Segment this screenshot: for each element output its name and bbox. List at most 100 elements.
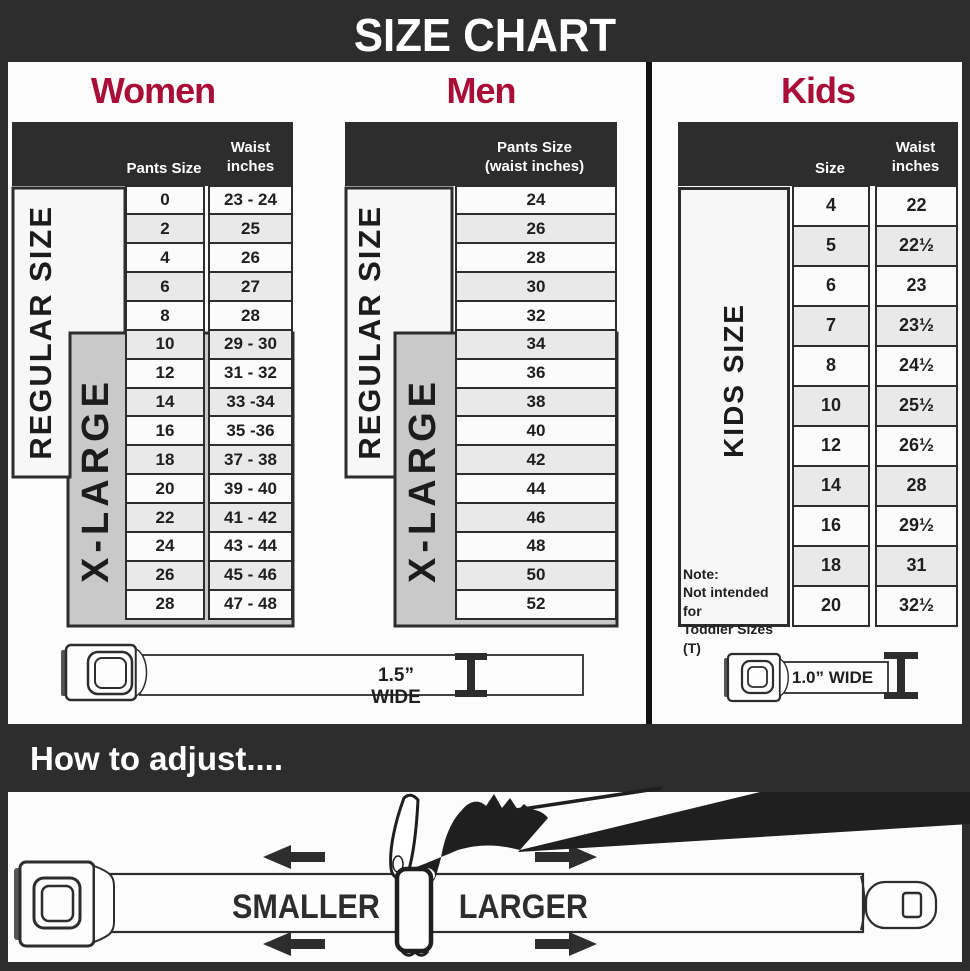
women-regular-label-wrap: REGULAR SIZE bbox=[12, 187, 70, 477]
women-waist-column: 23 - 24 25 26 27 28 29 - 30 31 - 32 33 -34 35 -3… bbox=[208, 184, 293, 620]
men-xlarge-label-wrap: X-LARGE bbox=[395, 333, 452, 626]
men-pants-size-column: 24 26 28 30 32 34 36 38 40 42 44 46 48 50 52 bbox=[455, 184, 617, 620]
women-waist-cell: 27 bbox=[208, 271, 293, 303]
men-pants-size-cell: 48 bbox=[455, 530, 617, 563]
women-waist-cell: 45 - 46 bbox=[208, 559, 293, 592]
women-waist-cell: 39 - 40 bbox=[208, 473, 293, 505]
kids-col2-header: Waist inches bbox=[891, 139, 940, 175]
width-gauge-icon bbox=[884, 652, 918, 699]
men-heading: Men bbox=[446, 70, 517, 111]
kids-belt-width-label: 1.0” WIDE bbox=[791, 668, 874, 687]
kids-table-header bbox=[678, 122, 958, 186]
belt-tab-icon bbox=[860, 875, 938, 931]
adult-belt-strap bbox=[139, 654, 584, 696]
kids-waist-cell: 28 bbox=[875, 464, 958, 507]
kids-waist-cell: 32½ bbox=[875, 584, 958, 627]
women-waist-cell: 35 -36 bbox=[208, 415, 293, 447]
men-pants-size-cell: 46 bbox=[455, 501, 617, 534]
arrow-left-icon bbox=[263, 932, 325, 956]
women-waist-cell: 37 - 38 bbox=[208, 444, 293, 476]
women-waist-cell: 31 - 32 bbox=[208, 357, 293, 390]
kids-note: Note: Not intended for Toddler Sizes (T) bbox=[683, 566, 773, 656]
women-pants-size-cell: 8 bbox=[125, 299, 205, 332]
men-regular-label-wrap: REGULAR SIZE bbox=[345, 187, 395, 477]
men-pants-size-cell: 34 bbox=[455, 328, 617, 361]
women-waist-cell: 47 - 48 bbox=[208, 588, 293, 620]
kids-waist-cell: 23½ bbox=[875, 304, 958, 347]
page-title: SIZE CHART bbox=[353, 9, 617, 61]
belt-slider-clip bbox=[394, 866, 434, 954]
arrow-right-icon bbox=[535, 932, 597, 956]
women-heading: Women bbox=[90, 70, 216, 111]
kids-size-cell: 5 bbox=[792, 224, 870, 267]
belt-buckle-icon bbox=[724, 652, 789, 703]
women-col1-header: Pants Size bbox=[126, 160, 202, 177]
adjust-arrows bbox=[263, 845, 597, 956]
adjust-heading-band: How to adjust.... bbox=[0, 724, 970, 792]
men-table-header bbox=[345, 122, 617, 186]
kids-size-cell: 18 bbox=[792, 544, 870, 587]
women-pants-size-cell: 22 bbox=[125, 501, 205, 534]
kids-size-cell: 6 bbox=[792, 264, 870, 307]
kids-waist-cell: 31 bbox=[875, 544, 958, 587]
women-waist-cell: 33 -34 bbox=[208, 386, 293, 418]
adjust-belt-illustration bbox=[14, 786, 970, 957]
arrow-left-icon bbox=[263, 845, 325, 869]
men-pants-size-cell: 28 bbox=[455, 242, 617, 274]
smaller-label: SMALLER bbox=[232, 888, 380, 926]
women-xlarge-label-wrap: X-LARGE bbox=[68, 333, 125, 626]
men-pants-size-cell: 38 bbox=[455, 386, 617, 418]
women-waist-cell: 29 - 30 bbox=[208, 328, 293, 361]
women-pants-size-cell: 28 bbox=[125, 588, 205, 620]
women-pants-size-cell: 26 bbox=[125, 559, 205, 592]
women-waist-cell: 26 bbox=[208, 242, 293, 274]
belt-buckle-icon bbox=[61, 643, 148, 702]
women-table-header bbox=[12, 122, 293, 186]
width-gauge-icon bbox=[455, 653, 487, 697]
women-pants-size-cell: 10 bbox=[125, 328, 205, 361]
women-pants-size-cell: 2 bbox=[125, 213, 205, 245]
women-pants-size-cell: 0 bbox=[125, 184, 205, 216]
kids-size-cell: 7 bbox=[792, 304, 870, 347]
women-waist-cell: 23 - 24 bbox=[208, 184, 293, 216]
larger-label: LARGER bbox=[458, 888, 588, 926]
kids-waist-cell: 26½ bbox=[875, 424, 958, 467]
adult-belt-width-label: 1.5” WIDE bbox=[371, 665, 421, 708]
kids-size-cell: 4 bbox=[792, 184, 870, 227]
women-pants-size-column: 0 2 4 6 8 10 12 14 16 18 20 22 24 26 28 bbox=[125, 184, 205, 620]
men-pants-size-cell: 30 bbox=[455, 271, 617, 303]
belt-buckle-icon bbox=[14, 860, 115, 948]
men-pants-size-cell: 52 bbox=[455, 588, 617, 620]
men-pants-size-cell: 32 bbox=[455, 299, 617, 332]
women-waist-cell: 43 - 44 bbox=[208, 530, 293, 563]
men-pants-size-cell: 26 bbox=[455, 213, 617, 245]
men-pants-size-cell: 24 bbox=[455, 184, 617, 216]
kids-waist-cell: 25½ bbox=[875, 384, 958, 427]
kids-waist-cell: 29½ bbox=[875, 504, 958, 547]
kids-heading: Kids bbox=[780, 70, 856, 111]
women-pants-size-cell: 20 bbox=[125, 473, 205, 505]
women-pants-size-cell: 6 bbox=[125, 271, 205, 303]
kids-size-label: KIDS SIZE bbox=[718, 302, 749, 458]
men-col-header: Pants Size (waist inches) bbox=[484, 139, 585, 175]
men-xlarge-label: X-LARGE bbox=[402, 376, 444, 583]
kids-size-zone bbox=[678, 187, 790, 627]
kids-waist-cell: 23 bbox=[875, 264, 958, 307]
kids-waist-cell: 22½ bbox=[875, 224, 958, 267]
men-pants-size-cell: 44 bbox=[455, 473, 617, 505]
men-pants-size-cell: 36 bbox=[455, 357, 617, 390]
women-pants-size-cell: 18 bbox=[125, 444, 205, 476]
kids-size-cell: 14 bbox=[792, 464, 870, 507]
women-waist-cell: 41 - 42 bbox=[208, 501, 293, 534]
women-pants-size-cell: 16 bbox=[125, 415, 205, 447]
women-waist-cell: 28 bbox=[208, 299, 293, 332]
men-regular-zone bbox=[344, 186, 454, 479]
men-regular-label: REGULAR SIZE bbox=[352, 204, 387, 460]
kids-size-cell: 20 bbox=[792, 584, 870, 627]
kids-size-label-wrap: KIDS SIZE bbox=[678, 195, 790, 565]
kids-size-column: 4 5 6 7 8 10 12 14 16 18 20 bbox=[792, 184, 870, 627]
men-pants-size-cell: 40 bbox=[455, 415, 617, 447]
women-col2-header: Waist inches bbox=[226, 139, 275, 175]
hand-icon bbox=[389, 786, 970, 886]
